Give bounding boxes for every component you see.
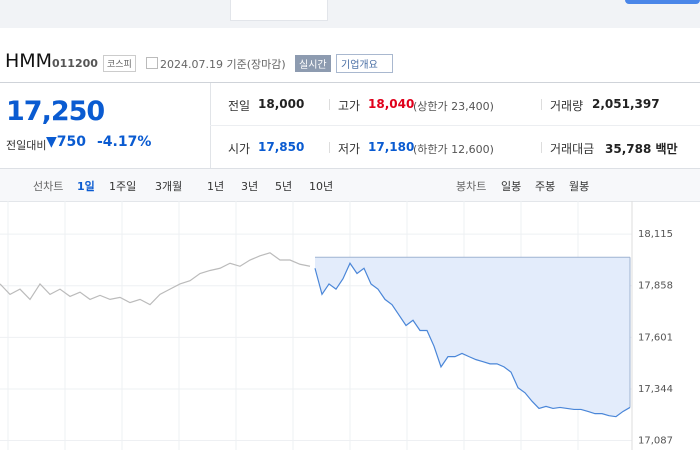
- cell-value: 17,180: [368, 140, 415, 154]
- date: 2024.07.19 기준(장마감): [160, 58, 286, 71]
- cell-separator: [541, 99, 542, 110]
- stock-code: 011200: [52, 57, 98, 70]
- tab[interactable]: 일봉: [501, 180, 522, 193]
- tab[interactable]: 3년: [241, 180, 259, 193]
- cell-value: 18,040: [368, 97, 415, 111]
- calendar-icon: [146, 57, 158, 69]
- line: [314, 262, 631, 418]
- cell-label: 시가: [228, 142, 251, 156]
- overview-button[interactable]: 기업개요: [336, 54, 393, 73]
- row-separator: [210, 125, 700, 126]
- cell-note: (상한가 23,400): [413, 100, 494, 113]
- tab-label: 선차트: [33, 180, 64, 193]
- tab-label: 봉차트: [456, 180, 487, 193]
- cell-value: 35,788 백만: [605, 142, 678, 156]
- stock-name: HMM: [5, 50, 53, 72]
- cell-separator: [329, 142, 330, 153]
- y-tick-label: 17,087: [638, 436, 673, 447]
- market-badge: 코스피: [103, 55, 136, 72]
- change-pct: -4.17%: [97, 134, 152, 150]
- y-tick-label: 17,858: [638, 281, 673, 292]
- tab[interactable]: 월봉: [569, 180, 590, 193]
- banner-button[interactable]: [625, 0, 700, 4]
- divider: [0, 82, 700, 83]
- y-tick-label: 18,115: [638, 229, 673, 240]
- cell-label: 거래대금: [550, 142, 595, 156]
- cell-value: 17,850: [258, 140, 305, 154]
- cell-label: 전일: [228, 99, 251, 113]
- tab[interactable]: 1일: [77, 180, 95, 193]
- banner-box: [230, 0, 328, 21]
- area: [315, 257, 630, 417]
- cell-separator: [541, 142, 542, 153]
- chart: 18,115 17,858 17,601 17,344 17,087: [0, 201, 673, 450]
- line: [0, 252, 311, 306]
- tab[interactable]: 10년: [309, 180, 334, 193]
- current-price: 17,250: [6, 96, 105, 127]
- tab[interactable]: 1년: [207, 180, 225, 193]
- change-label: 전일대비: [6, 139, 47, 152]
- realtime-button[interactable]: 실시간: [295, 55, 331, 72]
- top-banner: [0, 0, 700, 28]
- cell-label: 거래량: [550, 99, 584, 113]
- y-tick-label: 17,601: [638, 332, 673, 343]
- cell-value: 18,000: [258, 97, 305, 111]
- cell-value: 2,051,397: [592, 97, 660, 111]
- tab[interactable]: 3개월: [155, 180, 183, 193]
- tab-bar: [0, 168, 700, 202]
- tab[interactable]: 1주일: [109, 180, 137, 193]
- change: ▼750: [46, 134, 86, 150]
- y-tick-label: 17,344: [638, 384, 673, 395]
- cell-note: (하한가 12,600): [413, 143, 494, 156]
- cell-label: 저가: [338, 142, 361, 156]
- cell-separator: [329, 99, 330, 110]
- cell-label: 고가: [338, 99, 361, 113]
- tab[interactable]: 주봉: [535, 180, 556, 193]
- tab[interactable]: 5년: [275, 180, 293, 193]
